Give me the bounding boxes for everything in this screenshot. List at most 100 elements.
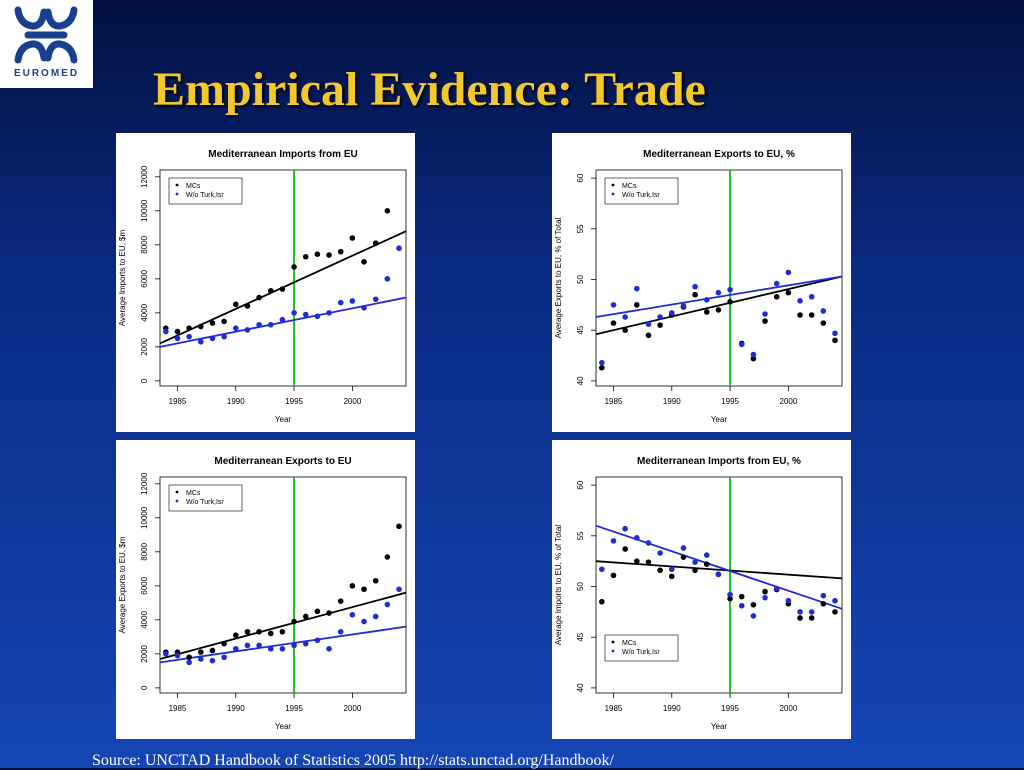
y-tick-label: 12000 xyxy=(140,165,149,188)
legend-marker xyxy=(611,192,615,196)
y-tick-label: 8000 xyxy=(140,542,149,560)
data-point xyxy=(198,656,204,662)
legend-label: W/o Turk,Isr xyxy=(622,192,660,199)
data-point xyxy=(372,296,379,303)
legend-marker xyxy=(611,183,615,187)
data-point xyxy=(820,320,827,326)
x-tick-label: 1990 xyxy=(663,704,681,713)
data-point xyxy=(657,322,663,328)
data-point xyxy=(361,259,367,265)
y-tick-label: 55 xyxy=(576,224,585,233)
y-tick-label: 0 xyxy=(140,685,149,690)
data-point xyxy=(657,550,663,556)
data-point xyxy=(186,333,192,340)
data-point xyxy=(634,558,640,564)
y-tick-label: 10000 xyxy=(140,506,149,529)
y-tick-label: 4000 xyxy=(140,610,149,628)
data-point xyxy=(302,613,309,620)
x-tick-label: 1985 xyxy=(605,397,623,406)
data-point xyxy=(832,337,838,344)
source-note: Source: UNCTAD Handbook of Statistics 20… xyxy=(92,752,614,769)
data-point xyxy=(692,291,698,298)
data-point xyxy=(186,659,192,666)
data-point xyxy=(797,312,803,318)
data-point xyxy=(634,285,640,292)
data-point xyxy=(244,628,251,635)
x-tick-label: 1995 xyxy=(721,704,739,713)
y-tick-label: 10000 xyxy=(140,199,149,222)
y-tick-label: 55 xyxy=(576,531,585,540)
data-point xyxy=(256,294,262,301)
data-point xyxy=(750,601,757,608)
data-point xyxy=(244,327,251,333)
data-point xyxy=(750,613,757,619)
data-point xyxy=(645,332,652,339)
x-axis-label: Year xyxy=(275,415,292,424)
legend-box xyxy=(168,484,243,512)
data-point xyxy=(279,316,286,323)
data-point xyxy=(256,321,262,328)
data-point xyxy=(244,303,251,309)
data-point xyxy=(645,540,652,546)
data-point xyxy=(314,608,321,615)
data-point xyxy=(232,301,239,308)
logo-text: EUROMED xyxy=(13,68,80,79)
data-point xyxy=(727,591,733,598)
data-point xyxy=(738,341,745,348)
y-tick-label: 12000 xyxy=(140,472,149,495)
data-point xyxy=(668,573,675,580)
data-point xyxy=(762,588,768,595)
data-point xyxy=(657,314,663,320)
data-point xyxy=(692,559,698,565)
data-point xyxy=(384,554,391,560)
data-point xyxy=(808,293,815,300)
y-tick-label: 40 xyxy=(576,376,585,385)
data-point xyxy=(727,286,733,293)
data-point xyxy=(703,297,710,303)
data-point xyxy=(337,598,344,604)
data-point xyxy=(750,351,757,358)
data-point xyxy=(349,583,356,589)
data-point xyxy=(750,355,757,362)
data-point xyxy=(762,594,768,601)
page-title: Empirical Evidence: Trade xyxy=(153,63,706,116)
data-point xyxy=(785,597,792,604)
x-axis-label: Year xyxy=(275,722,292,731)
x-axis-label: Year xyxy=(711,415,728,424)
legend-box xyxy=(604,177,679,205)
chart-panel-imports: Mediterranean Imports from EU 1985 1990 199… xyxy=(116,133,415,432)
x-tick-label: 1985 xyxy=(169,397,187,406)
legend-label: W/o Turk,Isr xyxy=(622,649,660,656)
data-point xyxy=(738,593,745,600)
data-point xyxy=(267,630,274,637)
data-point xyxy=(302,640,309,647)
y-tick-label: 8000 xyxy=(140,235,149,253)
data-point xyxy=(163,328,169,335)
data-point xyxy=(645,321,652,327)
legend-label: MCs xyxy=(622,183,637,190)
x-tick-label: 1985 xyxy=(169,704,187,713)
data-point xyxy=(337,628,344,635)
data-point xyxy=(232,632,239,638)
x-tick-label: 2000 xyxy=(779,397,797,406)
chart-exports-to-eu: Mediterranean Exports to EU 1985 1990 1995 2… xyxy=(118,456,407,731)
x-tick-label: 1990 xyxy=(227,704,245,713)
data-point xyxy=(797,615,803,621)
x-tick-label: 1995 xyxy=(285,704,303,713)
data-point xyxy=(337,248,344,255)
legend-label: MCs xyxy=(186,183,201,190)
data-point xyxy=(634,535,640,541)
data-point xyxy=(680,303,687,309)
data-point xyxy=(703,552,710,558)
data-point xyxy=(209,657,216,664)
data-point xyxy=(797,298,803,304)
x-tick-label: 1990 xyxy=(227,397,245,406)
data-point xyxy=(762,318,768,324)
y-axis-label: Average Exports to EU, $m xyxy=(118,536,127,633)
data-point xyxy=(645,559,652,565)
x-tick-label: 2000 xyxy=(343,397,361,406)
data-point xyxy=(773,293,780,300)
data-point xyxy=(384,208,391,214)
data-point xyxy=(703,561,710,568)
plot-frame xyxy=(595,169,843,387)
